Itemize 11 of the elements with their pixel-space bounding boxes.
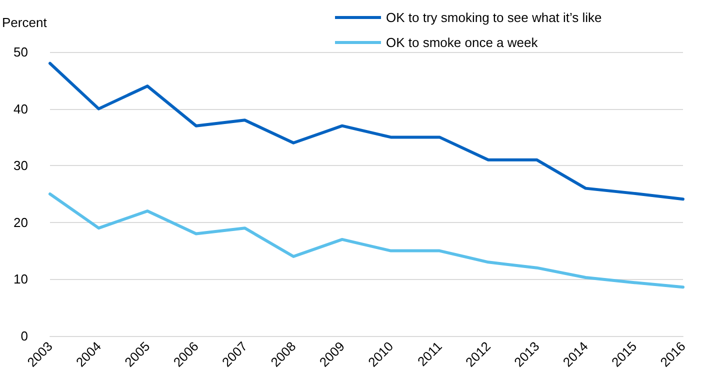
legend-label: OK to smoke once a week bbox=[386, 35, 538, 50]
y-tick-label: 30 bbox=[14, 158, 28, 174]
y-axis-title: Percent bbox=[2, 15, 48, 30]
line-series bbox=[48, 192, 684, 289]
y-tick-label: 50 bbox=[14, 44, 28, 60]
legend-label: OK to try smoking to see what it’s like bbox=[386, 10, 602, 25]
y-tick-label: 0 bbox=[20, 328, 28, 344]
line-series bbox=[48, 62, 684, 201]
y-tick-label: 40 bbox=[14, 101, 28, 116]
y-tick-label: 10 bbox=[14, 272, 28, 287]
y-tick-label: 20 bbox=[14, 214, 28, 230]
